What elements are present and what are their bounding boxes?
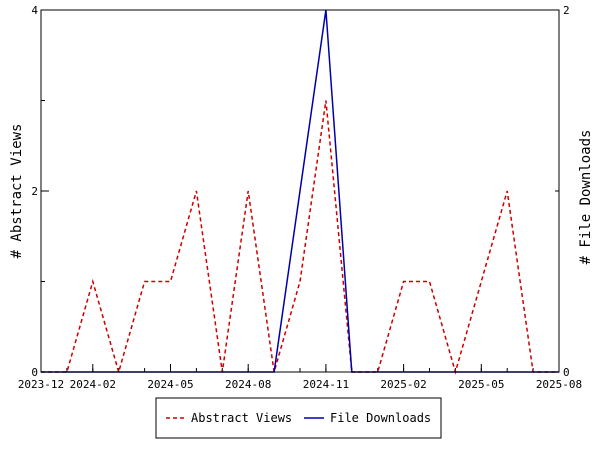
y-right-tick-label: 0	[563, 366, 570, 379]
legend-label-file-downloads: File Downloads	[330, 411, 431, 425]
x-tick-label: 2023-12	[18, 378, 64, 391]
x-tick-label: 2024-02	[70, 378, 116, 391]
x-tick-label: 2024-08	[225, 378, 271, 391]
y-left-tick-label: 0	[31, 366, 38, 379]
x-tick-label: 2025-02	[380, 378, 426, 391]
series-lines	[41, 9, 559, 375]
legend: Abstract Views File Downloads	[155, 397, 442, 439]
legend-label-abstract-views: Abstract Views	[191, 411, 292, 425]
legend-box	[155, 397, 442, 439]
y-axis-left-title: # Abstract Views	[9, 124, 25, 259]
plot-frame	[40, 9, 560, 373]
y-left-tick-label: 4	[31, 4, 38, 17]
x-tick-label: 2025-05	[458, 378, 504, 391]
series-line-abstract-views	[41, 100, 559, 375]
axis-labels: 2023-12 2024-02 2024-05 2024-08 2024-11 2025-…	[18, 4, 582, 391]
x-tick-label: 2024-05	[147, 378, 193, 391]
y-axis-right-title: # File Downloads	[578, 130, 594, 265]
series-line-file-downloads	[41, 9, 559, 373]
x-tick-label: 2025-08	[536, 378, 582, 391]
y-right-tick-label: 2	[563, 4, 570, 17]
y-left-tick-label: 2	[31, 185, 38, 198]
x-tick-label: 2024-11	[303, 378, 349, 391]
